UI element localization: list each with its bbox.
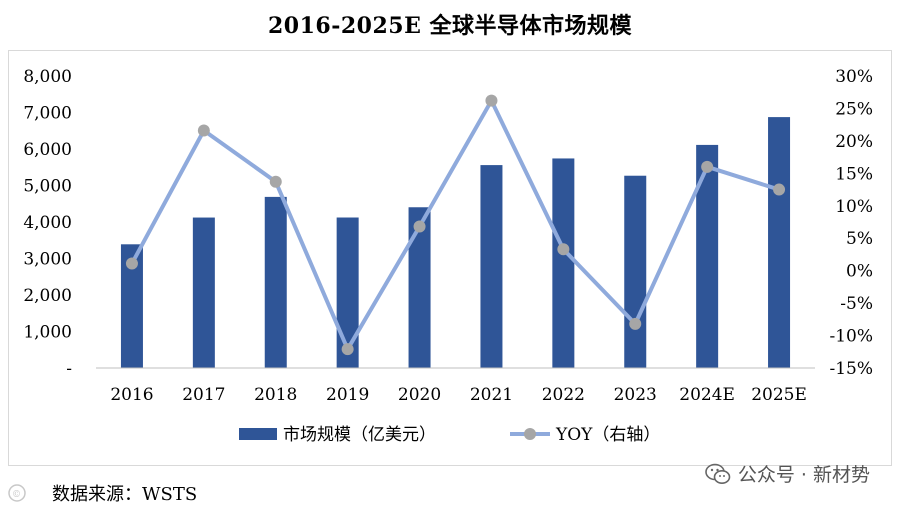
bar-2016 <box>120 244 143 368</box>
y-left-tick-label: 5,000 <box>23 177 72 197</box>
y-right-axis: -15% -10% -5% 0% 5% 10% 15% 20% 25% 30% <box>829 67 873 379</box>
y-right-tick-label: 25% <box>835 99 873 119</box>
bar-series <box>120 117 791 368</box>
y-left-tick-label: 6,000 <box>23 140 72 160</box>
y-left-tick-label: 2,000 <box>23 286 72 306</box>
source-note: 数据来源：WSTS <box>52 484 198 505</box>
cc-logo-icon: © <box>8 484 26 502</box>
yoy-point-2023 <box>629 317 642 330</box>
x-tick-label: 2018 <box>254 385 297 405</box>
x-tick-label: 2025E <box>751 385 807 405</box>
wechat-icon <box>705 463 731 484</box>
legend: 市场规模（亿美元） YOY（右轴） <box>239 425 660 445</box>
y-right-tick-label: -5% <box>840 294 873 314</box>
yoy-point-2017 <box>197 124 210 137</box>
x-tick-label: 2017 <box>182 385 225 405</box>
x-tick-label: 2019 <box>326 385 369 405</box>
legend-line-marker <box>524 428 536 440</box>
yoy-point-2024E <box>701 160 714 173</box>
bar-2019 <box>336 217 359 368</box>
y-left-tick-label: 4,000 <box>23 213 72 233</box>
yoy-point-2019 <box>341 343 354 356</box>
y-right-tick-label: 30% <box>835 67 873 87</box>
x-tick-label: 2023 <box>614 385 657 405</box>
x-tick-label: 2016 <box>110 385 153 405</box>
bar-2023 <box>624 175 647 368</box>
x-tick-label: 2021 <box>470 385 513 405</box>
x-tick-label: 2020 <box>398 385 441 405</box>
y-right-tick-label: -10% <box>829 327 873 347</box>
bar-2025E <box>768 117 791 368</box>
bar-2024E <box>696 144 719 368</box>
chart-frame <box>8 50 892 466</box>
yoy-point-2016 <box>125 257 138 270</box>
yoy-point-2018 <box>269 175 282 188</box>
bar-2020 <box>408 207 431 368</box>
y-right-tick-label: 10% <box>835 197 873 217</box>
x-tick-label: 2024E <box>679 385 735 405</box>
y-right-tick-label: -15% <box>829 359 873 379</box>
x-tick-label: 2022 <box>542 385 585 405</box>
watermark-text: 公众号 · 新材势 <box>737 464 870 486</box>
y-left-tick-label: 1,000 <box>23 323 72 343</box>
bar-2021 <box>480 165 503 368</box>
y-right-tick-label: 5% <box>846 229 873 249</box>
chart-title: 2016-2025E 全球半导体市场规模 <box>267 13 633 39</box>
svg-text:©: © <box>12 490 21 500</box>
yoy-point-2020 <box>413 220 426 233</box>
legend-bar-label: 市场规模（亿美元） <box>283 425 436 445</box>
legend-line-label: YOY（右轴） <box>555 425 660 445</box>
x-axis: 2016 2017 2018 2019 2020 2021 2022 2023 2024E 202… <box>110 385 807 405</box>
yoy-point-2022 <box>557 243 570 256</box>
yoy-point-2025E <box>773 183 786 196</box>
watermark: 公众号 · 新材势 <box>704 460 870 487</box>
y-left-axis: - 1,000 2,000 3,000 4,000 5,000 6,000 7,000 8,00… <box>23 67 72 379</box>
legend-bar-swatch <box>239 428 277 440</box>
y-right-tick-label: 0% <box>846 262 873 282</box>
bar-2018 <box>264 196 287 368</box>
y-left-tick-label: - <box>66 359 72 379</box>
yoy-line <box>130 98 780 352</box>
bar-2017 <box>192 217 215 368</box>
y-left-tick-label: 8,000 <box>23 67 72 87</box>
y-left-tick-label: 3,000 <box>23 250 72 270</box>
bar-2022 <box>552 158 575 368</box>
y-right-tick-label: 20% <box>835 132 873 152</box>
y-right-tick-label: 15% <box>835 164 873 184</box>
yoy-line-series <box>125 94 786 356</box>
yoy-point-2021 <box>485 94 498 107</box>
y-left-tick-label: 7,000 <box>23 104 72 124</box>
